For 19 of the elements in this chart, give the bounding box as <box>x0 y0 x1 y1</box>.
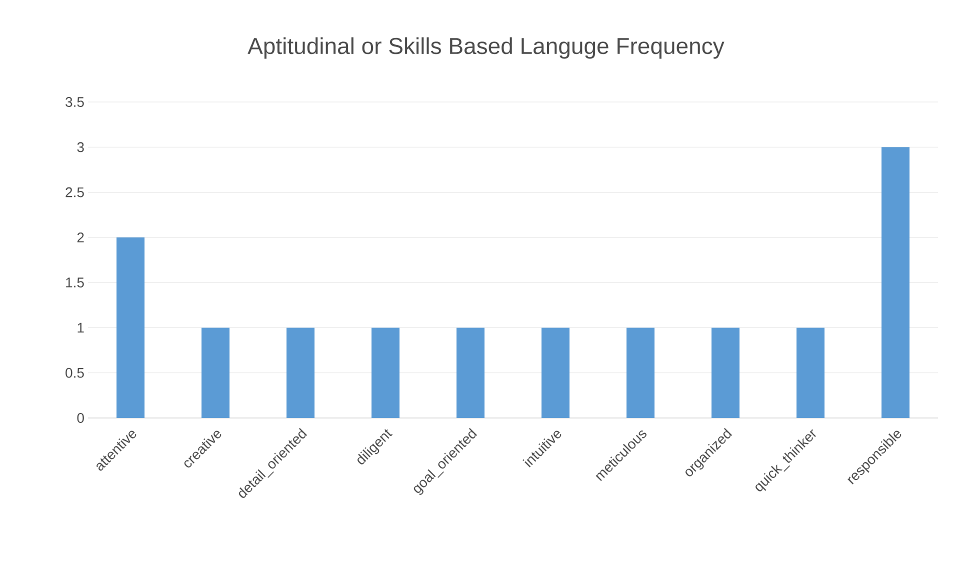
y-tick-label: 2 <box>77 232 84 242</box>
bar <box>542 328 570 418</box>
bar <box>796 328 825 418</box>
bar <box>372 328 400 418</box>
bar <box>456 328 485 418</box>
bar <box>202 328 230 418</box>
y-tick-label: 3 <box>77 142 84 152</box>
y-tick-label: 3.5 <box>66 97 84 107</box>
y-tick-label: 2.5 <box>66 187 84 198</box>
bar <box>286 328 315 418</box>
chart-title: Aptitudinal or Skills Based Languge Frequency <box>248 37 724 59</box>
y-tick-label: 0.5 <box>66 368 84 378</box>
bar <box>626 328 655 418</box>
y-tick-label: 1 <box>78 322 84 333</box>
bar <box>116 237 145 418</box>
y-tick-label: 0 <box>77 413 84 423</box>
bar <box>882 147 910 418</box>
bar <box>712 328 740 418</box>
y-tick-label: 1.5 <box>66 278 84 288</box>
